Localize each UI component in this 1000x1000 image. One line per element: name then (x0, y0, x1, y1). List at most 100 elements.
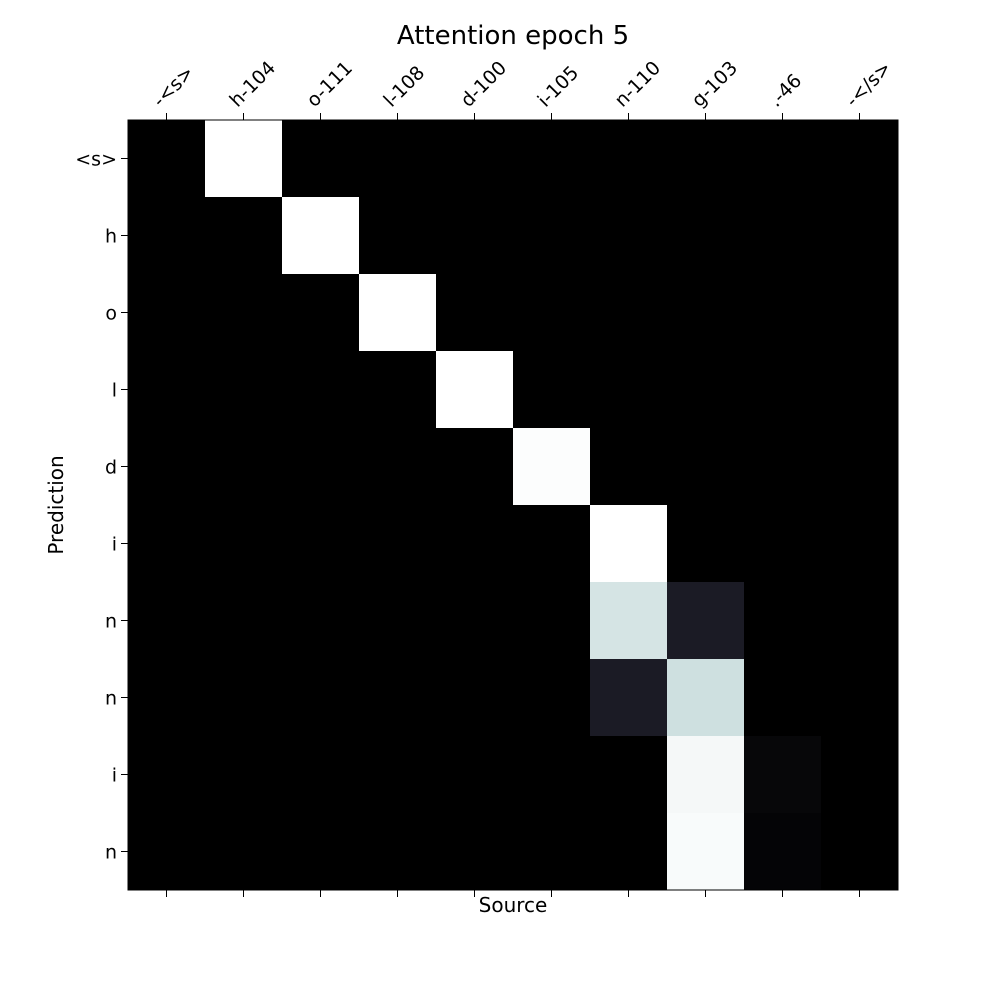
heatmap-cell (436, 197, 514, 275)
heatmap-cell (590, 274, 668, 352)
y-tick-label: i (112, 765, 117, 787)
heatmap-cell (513, 351, 591, 429)
y-tick-label: d (105, 457, 117, 479)
heatmap-cell (436, 351, 514, 429)
heatmap-cell (513, 813, 591, 891)
heatmap-cell (590, 582, 668, 660)
heatmap-cell (436, 736, 514, 814)
heatmap-cell (590, 659, 668, 737)
y-tick-label: l (112, 380, 117, 402)
y-tick-label: n (105, 688, 117, 710)
heatmap-cell (744, 120, 822, 198)
heatmap-cell (667, 582, 745, 660)
heatmap-cell (590, 120, 668, 198)
heatmap-cell (128, 813, 206, 891)
heatmap-cell (359, 736, 437, 814)
heatmap-cell (667, 120, 745, 198)
heatmap-cell (744, 351, 822, 429)
heatmap-cell (821, 428, 899, 506)
heatmap-cell (205, 659, 283, 737)
heatmap-cell (282, 659, 360, 737)
heatmap-cell (282, 197, 360, 275)
heatmap-cell (513, 505, 591, 583)
heatmap-cell (128, 428, 206, 506)
heatmap-cell (359, 197, 437, 275)
heatmap-cell (590, 505, 668, 583)
y-tick-label: i (112, 534, 117, 556)
heatmap-cell (821, 351, 899, 429)
heatmap-cell (744, 428, 822, 506)
heatmap-cell (282, 582, 360, 660)
x-axis-label: Source (479, 893, 548, 917)
heatmap-cell (667, 813, 745, 891)
x-tick-label: n-110 (610, 57, 665, 112)
heatmap-cell (128, 505, 206, 583)
y-tick-label: n (105, 842, 117, 864)
heatmap-cell (821, 505, 899, 583)
heatmap-cell (821, 274, 899, 352)
heatmap-cell (128, 197, 206, 275)
heatmap-cell (205, 736, 283, 814)
heatmap-cell (205, 274, 283, 352)
heatmap-cells (128, 120, 899, 891)
heatmap-cell (128, 120, 206, 198)
heatmap-cell (590, 813, 668, 891)
y-tick-label: h (105, 226, 117, 248)
heatmap-cell (744, 659, 822, 737)
heatmap-cell (436, 120, 514, 198)
heatmap-cell (821, 120, 899, 198)
heatmap-cell (744, 582, 822, 660)
heatmap-cell (359, 428, 437, 506)
heatmap-cell (282, 274, 360, 352)
heatmap-cell (744, 736, 822, 814)
heatmap-cell (205, 197, 283, 275)
heatmap-cell (821, 736, 899, 814)
x-tick-label: o-111 (302, 57, 357, 112)
plot-frame (127, 119, 899, 891)
x-tick-label: -</s> (841, 57, 895, 111)
heatmap-cell (436, 813, 514, 891)
x-tick-label: d-100 (456, 57, 511, 112)
heatmap-cell (359, 582, 437, 660)
heatmap-cell (590, 351, 668, 429)
heatmap-cell (359, 505, 437, 583)
x-tick-label: .-46 (764, 70, 806, 112)
heatmap-cell (128, 582, 206, 660)
heatmap-cell (128, 736, 206, 814)
heatmap-cell (821, 582, 899, 660)
heatmap-cell (513, 428, 591, 506)
y-tick-label: o (105, 303, 117, 325)
heatmap-cell (128, 659, 206, 737)
heatmap-cell (205, 582, 283, 660)
heatmap-cell (436, 274, 514, 352)
heatmap-cell (359, 120, 437, 198)
heatmap-cell (205, 813, 283, 891)
heatmap-cell (513, 197, 591, 275)
heatmap-cell (590, 736, 668, 814)
heatmap-cell (205, 428, 283, 506)
heatmap-cell (667, 659, 745, 737)
heatmap-cell (436, 428, 514, 506)
heatmap-cell (282, 120, 360, 198)
heatmap-cell (128, 274, 206, 352)
heatmap-cell (513, 582, 591, 660)
heatmap-cell (513, 736, 591, 814)
heatmap-cell (436, 659, 514, 737)
heatmap-cell (667, 428, 745, 506)
x-tick-label: i-105 (533, 62, 583, 112)
heatmap-cell (359, 351, 437, 429)
y-tick-label: n (105, 611, 117, 633)
x-tick-label: -<s> (148, 62, 198, 112)
heatmap-cell (359, 659, 437, 737)
heatmap-cell (282, 505, 360, 583)
x-tick-label: g-103 (687, 57, 742, 112)
x-tick-label: l-108 (379, 62, 429, 112)
heatmap-cell (282, 736, 360, 814)
heatmap-cell (436, 505, 514, 583)
heatmap-cell (128, 351, 206, 429)
x-tick-label: h-104 (225, 57, 280, 112)
heatmap-cell (513, 120, 591, 198)
heatmap-cell (205, 120, 283, 198)
heatmap-cell (821, 813, 899, 891)
